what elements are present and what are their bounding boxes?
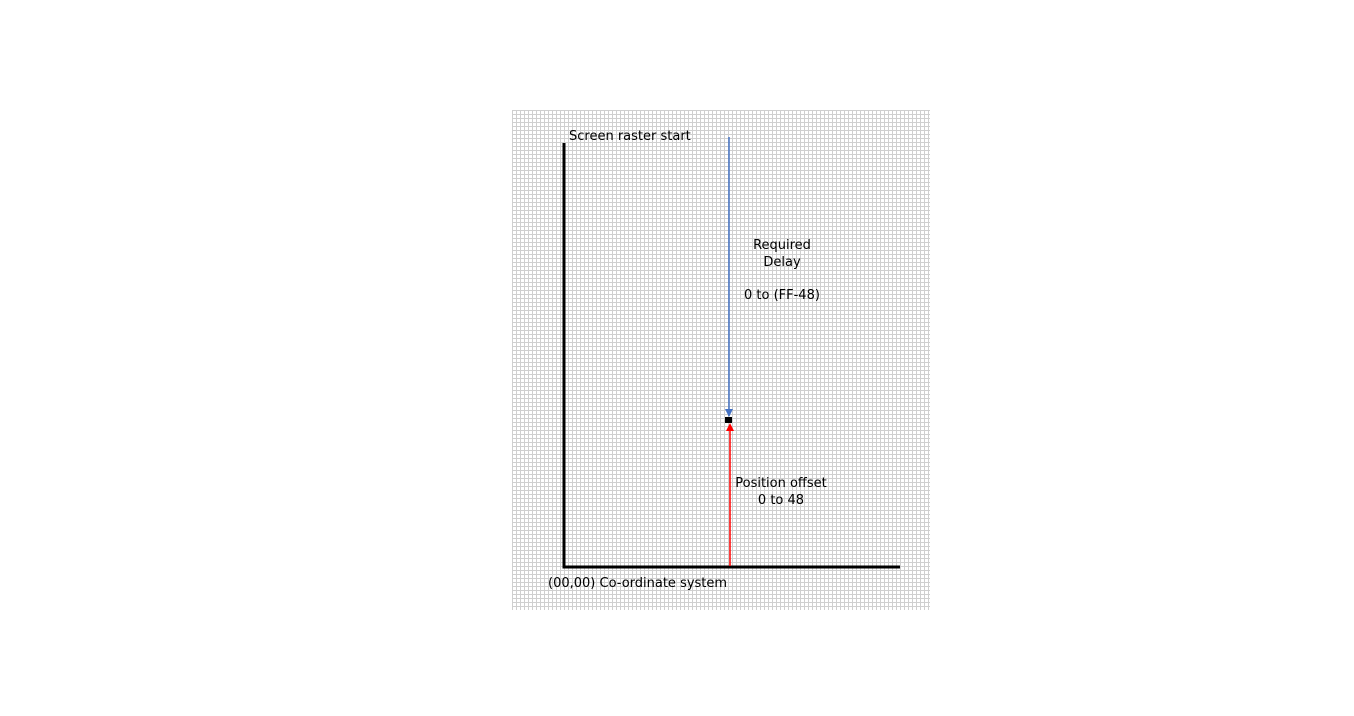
origin-label: (00,00) Co-ordinate system	[548, 576, 728, 591]
position-offset-arrowhead	[726, 423, 734, 431]
required-delay-line2: Delay	[763, 255, 801, 270]
position-offset-label: Position offset 0 to 48	[734, 475, 828, 509]
required-delay-arrowhead	[725, 409, 733, 417]
required-delay-range-label: 0 to (FF-48)	[744, 288, 820, 303]
position-offset-line1: Position offset	[735, 476, 827, 491]
raster-start-label: Screen raster start	[569, 129, 691, 144]
required-delay-label: Required Delay	[742, 237, 822, 271]
target-position-marker	[725, 417, 732, 423]
required-delay-line1: Required	[753, 238, 811, 253]
grid-background	[512, 110, 930, 610]
position-offset-line2: 0 to 48	[757, 493, 805, 508]
